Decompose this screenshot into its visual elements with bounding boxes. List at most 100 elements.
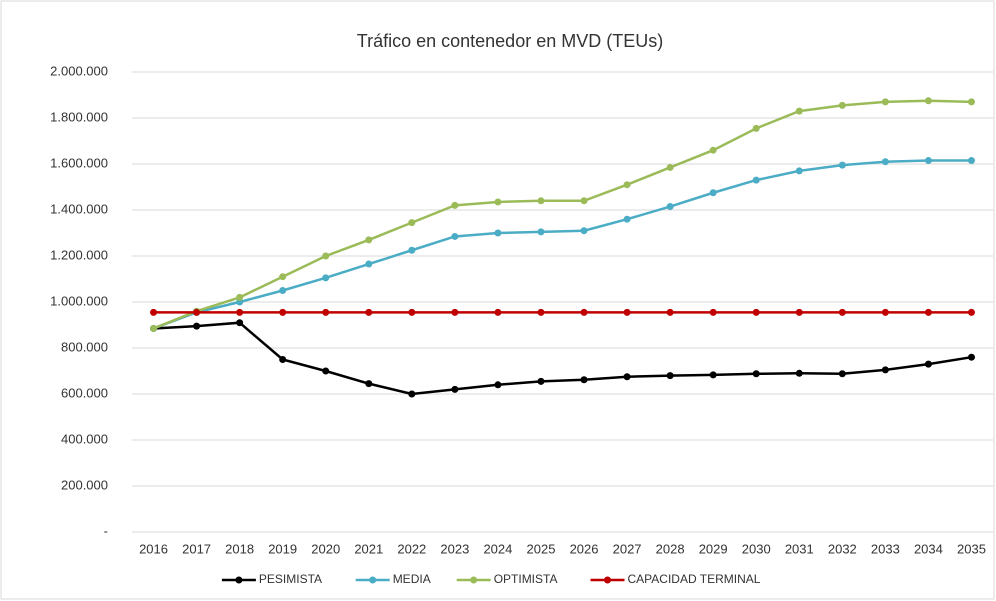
- y-tick-label: 1.800.000: [50, 109, 108, 124]
- data-point: [709, 308, 717, 316]
- data-point: [580, 197, 588, 205]
- x-tick-label: 2033: [871, 541, 900, 556]
- chart-title: Tráfico en contenedor en MVD (TEUs): [357, 31, 663, 51]
- x-tick-label: 2017: [182, 541, 211, 556]
- data-point: [795, 167, 803, 175]
- x-tick-label: 2034: [914, 541, 943, 556]
- data-point: [795, 369, 803, 377]
- data-point: [279, 356, 287, 363]
- data-point: [580, 227, 588, 235]
- data-point: [494, 381, 502, 389]
- data-point: [322, 367, 330, 375]
- data-point: [881, 366, 889, 374]
- data-point: [365, 260, 373, 268]
- data-point: [150, 324, 158, 332]
- y-tick-label: 200.000: [61, 477, 108, 492]
- data-point: [279, 287, 287, 294]
- data-point: [537, 377, 545, 385]
- y-tick-label: 400.000: [61, 431, 108, 446]
- series-line: [153, 159, 972, 330]
- data-point: [494, 198, 502, 206]
- x-tick-label: 2020: [311, 541, 340, 556]
- x-tick-label: 2022: [397, 541, 426, 556]
- x-tick-label: 2026: [570, 541, 599, 556]
- x-tick-label: 2029: [699, 541, 728, 556]
- data-point: [623, 373, 631, 381]
- data-point: [279, 308, 287, 316]
- data-point: [838, 308, 846, 316]
- data-point: [365, 308, 373, 316]
- data-point: [666, 163, 674, 171]
- x-tick-label: 2025: [527, 541, 556, 556]
- data-point: [666, 308, 674, 316]
- y-tick-label: 600.000: [61, 385, 108, 400]
- x-tick-label: 2027: [613, 541, 642, 556]
- data-point: [408, 246, 416, 254]
- data-point: [967, 353, 975, 361]
- data-point: [881, 158, 889, 166]
- legend-marker: [470, 576, 478, 584]
- data-point: [924, 308, 932, 316]
- x-tick-label: 2024: [483, 541, 512, 556]
- data-point: [494, 308, 502, 316]
- data-point: [236, 293, 244, 301]
- y-tick-label: 1.400.000: [50, 201, 108, 216]
- legend-marker: [235, 576, 243, 584]
- data-point: [623, 181, 631, 189]
- legend-label: PESIMISTA: [259, 572, 322, 586]
- legend-label: OPTIMISTA: [494, 572, 558, 586]
- data-point: [709, 371, 717, 379]
- data-point: [365, 380, 373, 388]
- data-point: [408, 219, 416, 227]
- data-point: [537, 228, 545, 236]
- data-point: [537, 197, 545, 205]
- data-point: [666, 203, 674, 211]
- data-point: [795, 107, 803, 115]
- data-point: [451, 385, 459, 393]
- x-tick-label: 2028: [656, 541, 685, 556]
- data-point: [709, 189, 717, 197]
- data-point: [150, 308, 158, 316]
- data-point: [236, 308, 244, 316]
- series-line: [153, 99, 972, 330]
- data-point: [623, 308, 631, 316]
- y-tick-label: 1.600.000: [50, 155, 108, 170]
- x-tick-label: 2018: [225, 541, 254, 556]
- data-point: [752, 308, 760, 316]
- x-tick-label: 2021: [354, 541, 383, 556]
- data-point: [924, 360, 932, 368]
- x-tick-label: 2016: [139, 541, 168, 556]
- y-tick-label: 2.000.000: [50, 63, 108, 78]
- y-tick-label: 1.200.000: [50, 247, 108, 262]
- data-point: [967, 157, 975, 165]
- data-point: [236, 319, 244, 327]
- data-point: [924, 157, 932, 165]
- data-point: [838, 161, 846, 169]
- data-point: [408, 390, 416, 398]
- data-point: [752, 124, 760, 132]
- y-tick-label: 800.000: [61, 339, 108, 354]
- data-point: [451, 201, 459, 209]
- data-point: [709, 146, 717, 154]
- legend-label: MEDIA: [393, 572, 431, 586]
- data-point: [193, 322, 201, 330]
- data-point: [795, 308, 803, 316]
- data-point: [322, 252, 330, 260]
- data-point: [623, 215, 631, 223]
- x-tick-label: 2030: [742, 541, 771, 556]
- data-point: [451, 232, 459, 240]
- data-point: [881, 308, 889, 316]
- series-line: [153, 321, 972, 396]
- data-point: [451, 308, 459, 316]
- x-tick-label: 2031: [785, 541, 814, 556]
- data-point: [322, 308, 330, 316]
- data-point: [193, 308, 201, 316]
- legend-label: CAPACIDAD TERMINAL: [628, 572, 761, 586]
- data-point: [494, 229, 502, 237]
- data-point: [666, 372, 674, 380]
- data-point: [924, 97, 932, 105]
- data-point: [279, 273, 287, 281]
- data-point: [580, 376, 588, 384]
